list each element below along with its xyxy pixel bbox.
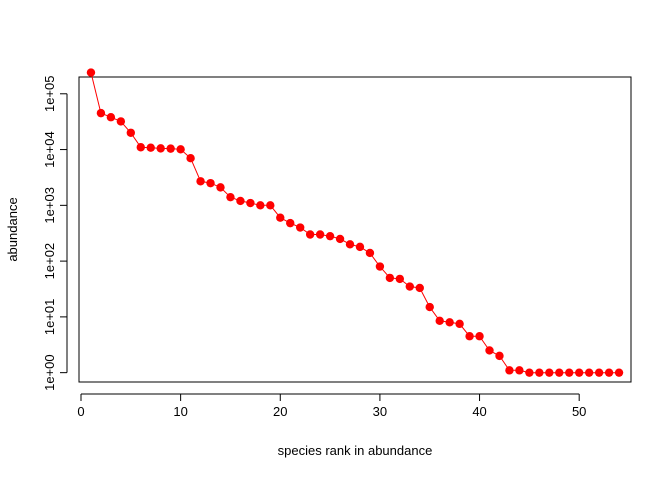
data-point: [226, 192, 235, 202]
data-point: [435, 316, 444, 326]
x-axis: 0 10 20 30 40 50: [77, 393, 586, 419]
x-tick-label: 0: [77, 404, 84, 419]
y-tick-label: 1e+00: [42, 354, 57, 391]
data-point: [315, 230, 325, 239]
data-point: [86, 68, 96, 77]
data-point: [286, 218, 295, 228]
data-point: [136, 143, 145, 152]
data-point: [295, 223, 305, 232]
data-point: [176, 145, 185, 154]
data-point: [445, 318, 454, 327]
data-point: [266, 201, 275, 210]
data-point: [525, 368, 534, 377]
y-tick-label: 1e+03: [42, 187, 57, 224]
y-axis: 1e+00 1e+01 1e+02 1e+03 1e+04 1e+05: [42, 76, 68, 391]
data-point: [465, 332, 474, 341]
data-point: [355, 242, 365, 252]
data-point: [345, 240, 355, 249]
x-tick-label: 50: [572, 404, 586, 419]
data-point: [604, 368, 614, 377]
data-point: [515, 366, 524, 375]
data-point: [96, 108, 106, 118]
data-point: [106, 113, 116, 122]
data-point: [385, 273, 395, 283]
data-point: [146, 143, 155, 152]
x-tick-label: 10: [173, 404, 187, 419]
data-point: [166, 144, 175, 153]
data-point: [196, 177, 205, 186]
data-point: [375, 262, 385, 271]
data-point: [495, 351, 504, 361]
x-tick-label: 30: [373, 404, 387, 419]
data-point: [335, 234, 345, 244]
data-point: [116, 117, 126, 126]
data-point: [485, 346, 494, 355]
data-point: [405, 282, 415, 291]
data-point: [614, 368, 624, 377]
data-point: [256, 201, 265, 210]
abundance-series: [86, 68, 624, 377]
plot-frame: [78, 76, 632, 383]
data-point: [475, 332, 484, 341]
data-point: [535, 368, 544, 377]
data-point: [415, 283, 424, 293]
data-point: [565, 368, 574, 377]
data-point: [186, 154, 195, 163]
x-tick-label: 20: [273, 404, 287, 419]
data-point: [365, 248, 375, 258]
y-tick-label: 1e+02: [42, 243, 57, 280]
data-point: [305, 230, 315, 239]
data-point: [276, 213, 285, 222]
series-line: [90, 72, 619, 374]
x-axis-label: species rank in abundance: [278, 443, 433, 458]
y-axis-label: abundance: [5, 197, 20, 261]
data-point: [555, 368, 564, 377]
data-point: [236, 196, 245, 206]
data-point: [425, 302, 434, 312]
data-point: [574, 368, 584, 377]
y-tick-label: 1e+01: [42, 299, 57, 336]
y-tick-label: 1e+05: [42, 76, 57, 113]
data-point: [216, 183, 225, 192]
y-tick-label: 1e+04: [42, 131, 57, 168]
data-point: [545, 368, 554, 377]
data-point: [246, 198, 255, 208]
data-point: [126, 128, 136, 137]
data-point: [395, 274, 405, 284]
data-point: [206, 178, 215, 188]
data-point: [505, 366, 514, 375]
data-point: [594, 368, 604, 377]
data-point: [325, 231, 335, 241]
data-point: [455, 319, 464, 329]
data-point: [584, 368, 594, 377]
x-tick-label: 40: [472, 404, 486, 419]
data-point: [156, 144, 165, 153]
